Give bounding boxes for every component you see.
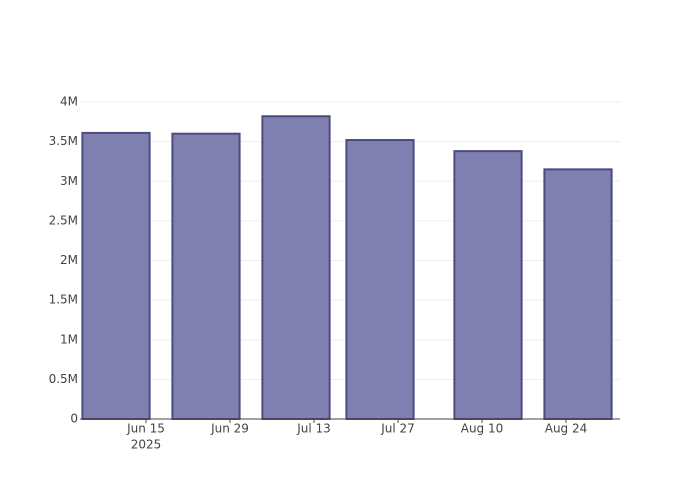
x-tick-label: Jun 15	[126, 422, 165, 436]
y-tick-label: 0	[70, 412, 78, 426]
y-tick-label: 1M	[60, 332, 78, 346]
y-tick-label: 1.5M	[49, 293, 78, 307]
x-tick-label: Jul 13	[296, 422, 331, 436]
y-tick-label: 3M	[60, 174, 78, 188]
y-tick-label: 3.5M	[49, 134, 78, 148]
x-tick-label: Jun 29	[210, 422, 249, 436]
bar	[345, 139, 415, 420]
bar	[453, 150, 523, 420]
x-tick-label: Aug 24	[545, 422, 588, 436]
y-tick-label: 2.5M	[49, 213, 78, 227]
x-year-label: 2025	[131, 438, 162, 452]
bar	[261, 115, 331, 420]
y-tick-label: 0.5M	[49, 372, 78, 386]
x-tick-label: Jul 27	[380, 422, 415, 436]
bar	[81, 131, 151, 420]
bar	[171, 132, 241, 420]
y-tick-label: 2M	[60, 253, 78, 267]
bar	[543, 168, 613, 420]
y-tick-label: 4M	[60, 95, 78, 109]
x-tick-label: Aug 10	[461, 422, 504, 436]
